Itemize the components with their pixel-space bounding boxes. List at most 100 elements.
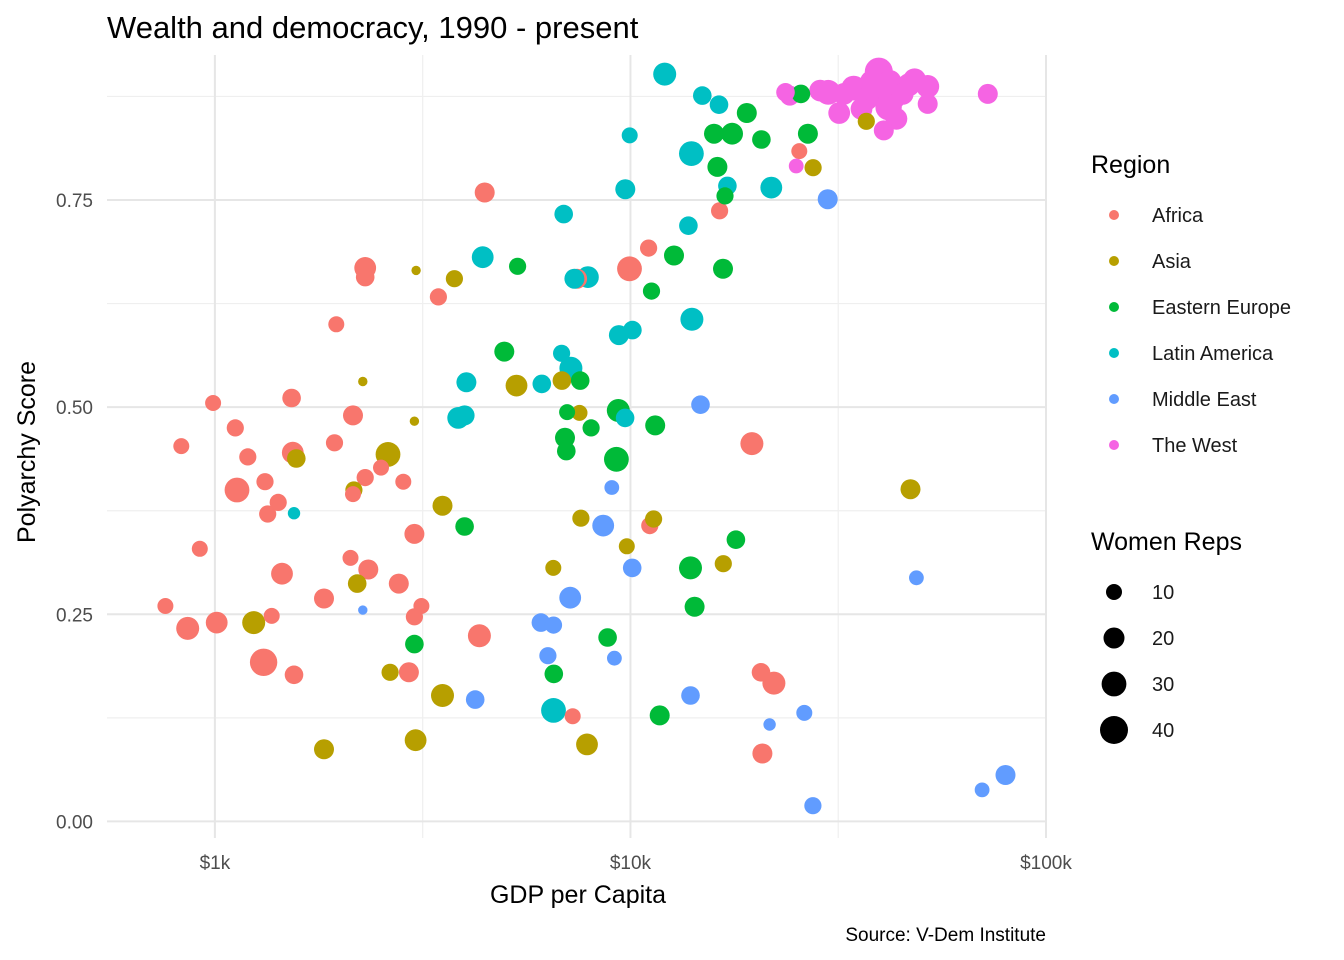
data-point-eastern-europe xyxy=(582,419,600,437)
data-point-africa xyxy=(467,624,491,648)
data-point-asia xyxy=(552,371,572,390)
data-point-africa xyxy=(398,662,419,683)
data-point-asia xyxy=(618,538,635,555)
data-point-the-west xyxy=(809,79,832,102)
data-point-asia xyxy=(404,729,427,752)
data-point-asia xyxy=(358,376,368,387)
data-point-africa xyxy=(259,505,277,523)
color-legend-title: Region xyxy=(1091,151,1170,179)
legend-key-eastern-europe xyxy=(1109,302,1119,312)
major-gridlines xyxy=(107,55,1047,838)
data-point-eastern-europe xyxy=(544,664,564,684)
x-axis-title: GDP per Capita xyxy=(490,881,666,909)
data-point-africa xyxy=(256,473,274,491)
data-point-latin-america xyxy=(454,405,475,426)
data-point-asia xyxy=(432,495,453,516)
data-point-africa xyxy=(751,663,771,682)
data-point-africa xyxy=(249,648,278,676)
legend-label-latin-america: Latin America xyxy=(1152,343,1274,365)
size-legend-title: Women Reps xyxy=(1091,528,1242,556)
data-point-eastern-europe xyxy=(726,530,746,549)
data-point-africa xyxy=(617,256,642,282)
size-legend-label: 20 xyxy=(1152,628,1174,650)
data-point-latin-america xyxy=(615,179,636,200)
data-point-eastern-europe xyxy=(645,415,666,436)
size-legend-label: 30 xyxy=(1152,674,1174,696)
data-point-eastern-europe xyxy=(716,187,734,205)
data-point-middle-east xyxy=(559,586,582,609)
data-point-africa xyxy=(791,143,808,160)
data-point-the-west xyxy=(977,83,998,104)
data-point-asia xyxy=(411,265,421,276)
data-point-the-west xyxy=(832,83,855,105)
data-point-eastern-europe xyxy=(405,634,424,654)
data-point-asia xyxy=(505,374,528,397)
data-point-eastern-europe xyxy=(752,130,771,149)
data-point-latin-america xyxy=(471,246,494,269)
data-point-asia xyxy=(576,733,598,756)
data-point-latin-america xyxy=(621,127,638,144)
data-point-eastern-europe xyxy=(494,341,515,362)
data-point-asia xyxy=(314,739,334,760)
data-point-the-west xyxy=(788,158,804,174)
data-point-latin-america xyxy=(623,320,642,340)
data-point-eastern-europe xyxy=(508,257,527,275)
data-point-middle-east xyxy=(622,558,642,578)
data-point-latin-america xyxy=(553,344,571,362)
data-point-africa xyxy=(413,598,430,614)
y-axis-tick-labels: 0.00 0.25 0.50 0.75 xyxy=(56,191,93,833)
x-tick-label: $1k xyxy=(200,853,231,874)
data-point-middle-east xyxy=(796,704,813,721)
data-point-africa xyxy=(325,434,344,452)
data-point-middle-east xyxy=(909,570,924,586)
data-point-africa xyxy=(205,611,228,634)
data-point-asia xyxy=(347,574,367,593)
x-tick-label: $10k xyxy=(610,853,652,874)
data-point-asia xyxy=(545,559,562,576)
data-point-africa xyxy=(271,562,293,585)
data-point-middle-east xyxy=(681,686,700,705)
data-point-africa xyxy=(226,419,244,437)
data-point-eastern-europe xyxy=(713,258,733,279)
data-point-asia xyxy=(804,159,822,177)
data-point-africa xyxy=(711,202,729,220)
y-tick-label: 0.25 xyxy=(56,605,93,626)
data-point-middle-east xyxy=(995,765,1016,785)
data-point-the-west xyxy=(828,102,851,124)
data-point-latin-america xyxy=(679,141,704,167)
data-point-africa xyxy=(284,665,304,685)
data-points xyxy=(157,57,1016,815)
data-point-eastern-europe xyxy=(721,122,743,145)
data-point-the-west xyxy=(916,75,940,98)
data-point-africa xyxy=(355,267,375,287)
data-point-eastern-europe xyxy=(455,517,474,536)
legend-key-africa xyxy=(1109,210,1119,220)
data-point-eastern-europe xyxy=(791,84,811,104)
y-tick-label: 0.50 xyxy=(56,398,93,419)
data-point-asia xyxy=(571,404,588,421)
data-point-the-west xyxy=(776,83,795,102)
data-point-eastern-europe xyxy=(642,282,661,300)
data-point-africa xyxy=(640,239,658,257)
data-point-africa xyxy=(224,477,250,503)
size-legend-label: 40 xyxy=(1152,720,1174,742)
legend-key-latin-america xyxy=(1109,348,1119,358)
data-point-asia xyxy=(445,270,463,288)
data-point-africa xyxy=(176,616,200,640)
data-point-asia xyxy=(431,684,454,707)
data-point-latin-america xyxy=(693,86,712,105)
data-point-eastern-europe xyxy=(557,441,576,461)
x-axis-tick-labels: $1k $10k $100k xyxy=(200,853,1073,874)
data-point-latin-america xyxy=(541,698,566,723)
data-point-africa xyxy=(345,486,361,503)
data-point-middle-east xyxy=(974,782,990,798)
y-tick-label: 0.75 xyxy=(56,191,93,212)
data-point-eastern-europe xyxy=(797,123,818,144)
data-point-middle-east xyxy=(763,718,776,731)
data-point-africa xyxy=(205,395,222,411)
size-legend-key xyxy=(1101,671,1127,697)
legend-key-middle-east xyxy=(1109,394,1119,404)
data-point-africa xyxy=(173,438,190,455)
data-point-africa xyxy=(269,493,287,511)
